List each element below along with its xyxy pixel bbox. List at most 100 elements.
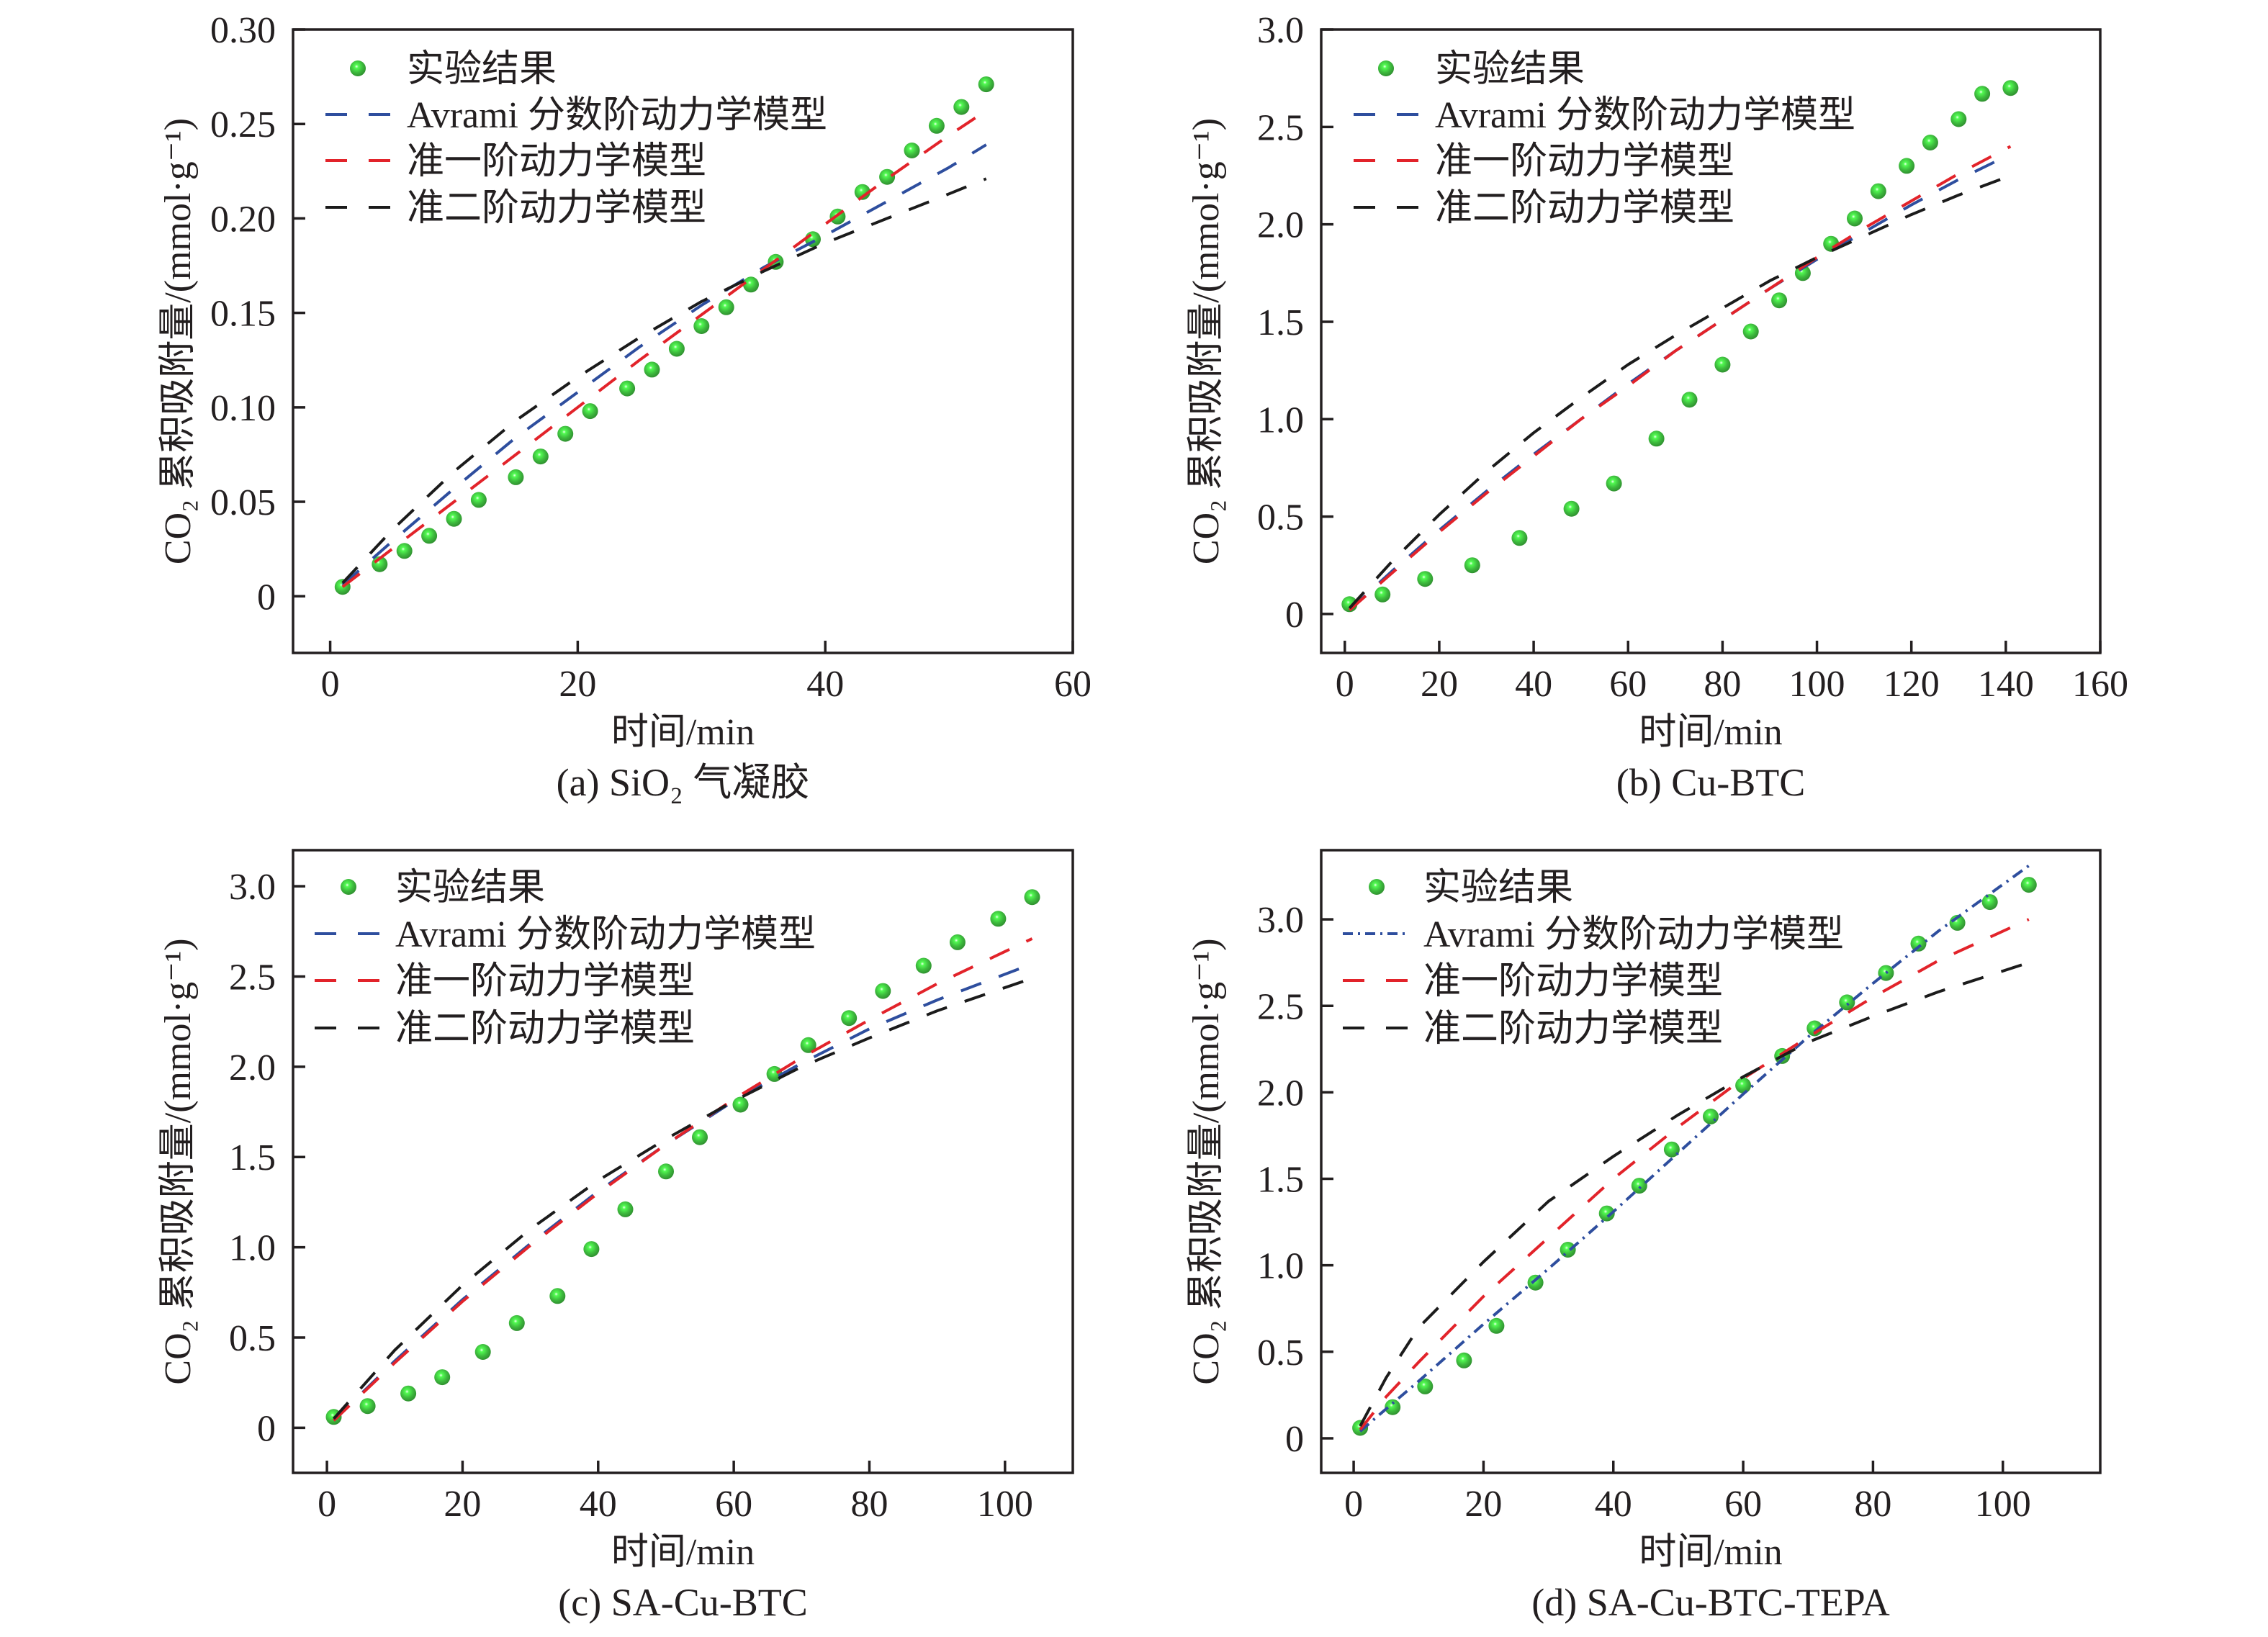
data-point [875,983,891,999]
x-tick-label: 0 [1336,664,1354,705]
x-tick-label: 0 [1344,1484,1363,1525]
legend-item-experimental-result: 实验结果 [341,867,545,908]
y-tick-label: 0.5 [1257,497,1304,538]
data-point [359,1398,376,1415]
y-tick-label: 0.30 [210,10,276,51]
axes: 0 20 40 60 80 100 0 0.5 1.0 1.5 2.0 2.5 3.0 [229,867,1033,1525]
legend-marker [1378,60,1394,76]
data-point [400,1385,417,1402]
x-tick-label: 160 [2072,664,2128,705]
y-tick-label: 0.5 [1257,1332,1304,1374]
y-tick-label: 1.0 [229,1228,276,1269]
plot-frame [292,28,1074,654]
legend-item-pseudo-first-order-model: 准一阶动力学模型 [315,961,695,1002]
data-point [800,1037,816,1053]
x-tick-label: 20 [444,1484,481,1525]
y-tick-label: 2.5 [1257,986,1304,1027]
legend-item-pseudo-first-order-model: 准一阶动力学模型 [1343,961,1723,1002]
data-point [1703,1109,1719,1124]
plot-frame [1320,28,2102,654]
data-point [1464,557,1480,574]
legend-marker [1369,879,1385,895]
pseudo-second-order-model-curve [333,977,1033,1420]
x-tick-label: 40 [806,664,844,705]
pseudo-first-order-model-curve [1348,145,2012,612]
legend-label: 准二阶动力学模型 [1423,1009,1723,1050]
data-point [1870,183,1886,199]
y-tick-label: 3.0 [1257,900,1304,941]
avrami-model-curve [1359,864,2030,1433]
panel-caption: (a) SiO₂ 气凝胶 [557,761,810,804]
x-axis-title: 时间/min [1639,712,1782,753]
x-tick-label: 100 [1789,664,1845,705]
x-tick-label: 60 [715,1484,752,1525]
data-point [1735,1077,1752,1093]
x-tick-label: 40 [1595,1484,1632,1525]
y-tick-label: 3.0 [229,867,276,908]
panel-c: 0 20 40 60 80 100 0 0.5 1.0 1.5 2.0 2.5 3.0 实验结果 Avram… [158,849,1074,1624]
data-point [1899,158,1915,174]
data-point [1922,135,1938,150]
legend-item-experimental-result: 实验结果 [1378,49,1585,90]
y-tick-label: 1.0 [1257,1246,1304,1287]
y-tick-label: 1.5 [1257,302,1304,343]
data-point [1417,571,1434,587]
x-tick-label: 0 [318,1484,336,1525]
legend-marker [350,60,366,76]
legend-item-experimental-result: 实验结果 [350,49,557,90]
data-point [1681,392,1698,408]
y-tick-label: 0 [1285,1419,1304,1460]
pseudo-second-order-model-curve [341,177,987,585]
y-tick-label: 3.0 [1257,10,1304,51]
plot-area [1341,80,2019,613]
data-point [474,1344,491,1360]
x-axis-title: 时间/min [611,1532,755,1573]
y-tick-label: 0.20 [210,199,276,240]
data-point [644,361,660,378]
data-point [1714,356,1731,373]
data-point [470,492,487,508]
x-tick-label: 20 [1421,664,1458,705]
y-tick-label: 0.10 [210,388,276,429]
y-axis-title: CO₂ 累积吸附量/(mmol·g⁻¹) [158,118,199,564]
data-point [1527,1274,1544,1291]
legend-item-avrami-model: Avrami 分数阶动力学模型 [325,95,827,136]
y-axis-title: CO₂ 累积吸附量/(mmol·g⁻¹) [1186,938,1227,1384]
y-tick-label: 2.0 [1257,1073,1304,1114]
avrami-model-curve [341,143,987,587]
pseudo-first-order-model-curve [333,937,1033,1422]
x-tick-label: 80 [850,1484,888,1525]
plot-frame [292,849,1074,1474]
data-point [668,341,685,357]
legend-label: 实验结果 [1435,49,1585,90]
data-point [446,510,462,527]
data-point [1806,1020,1823,1037]
x-tick-label: 60 [1054,664,1092,705]
data-point [1878,965,1894,981]
plot-frame [1320,849,2102,1474]
pseudo-first-order-model-curve [341,109,987,588]
y-tick-label: 1.0 [1257,400,1304,441]
data-point [583,1241,600,1258]
data-point [1839,994,1855,1011]
y-tick-label: 1.5 [229,1137,276,1178]
data-point [693,318,710,334]
legend-item-pseudo-second-order-model: 准二阶动力学模型 [315,1009,695,1050]
legend-marker [341,879,356,895]
y-axis-title: CO₂ 累积吸附量/(mmol·g⁻¹) [158,938,199,1384]
plot-area [325,889,1040,1425]
data-point [1606,475,1622,492]
data-point [841,1010,858,1027]
legend-label: 实验结果 [1423,867,1573,908]
legend-item-pseudo-second-order-model: 准二阶动力学模型 [325,188,706,229]
data-point [1563,500,1580,517]
legend-label: 实验结果 [407,49,557,90]
data-point [1385,1399,1401,1415]
legend-label: 准二阶动力学模型 [1435,188,1734,229]
legend-item-pseudo-first-order-model: 准一阶动力学模型 [325,141,706,182]
y-tick-label: 0 [257,1408,276,1449]
y-tick-label: 1.5 [1257,1160,1304,1201]
x-tick-label: 60 [1609,664,1647,705]
